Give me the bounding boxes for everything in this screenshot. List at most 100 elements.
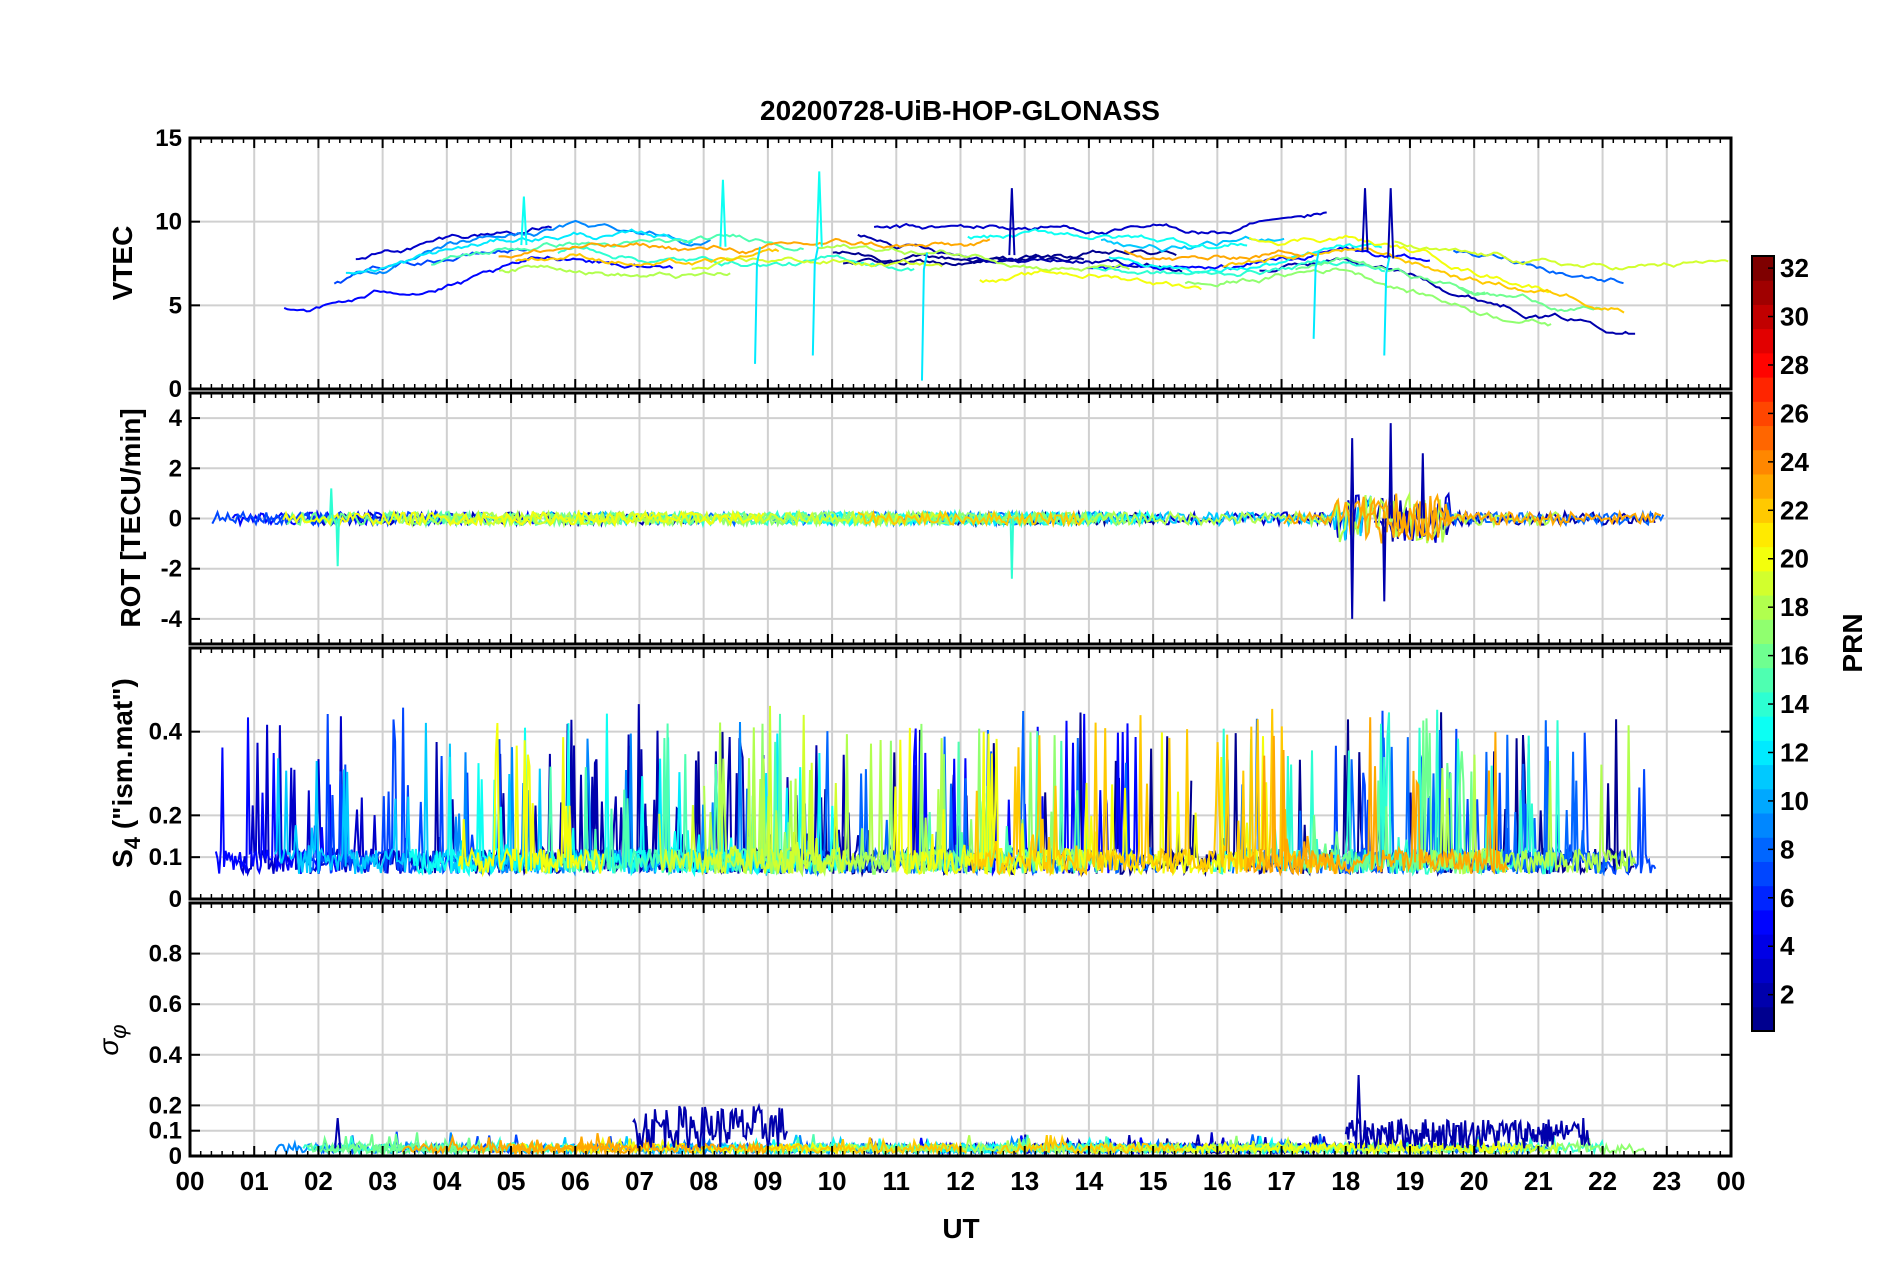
- colorbar-cells: [1752, 256, 1774, 1032]
- series-line-prn-16: [1295, 256, 1486, 297]
- series-line-prn-23: [1283, 495, 1454, 544]
- x-tick-label: 18: [1331, 1166, 1360, 1196]
- series-group-s4: [214, 704, 1657, 878]
- x-tick-label: 04: [432, 1166, 461, 1196]
- colorbar-cell: [1752, 861, 1774, 887]
- panel-rot: -4 -2 0 2 4 ROT [TECU/min]: [115, 391, 1733, 646]
- colorbar-tick-label: 4: [1780, 931, 1795, 961]
- x-tick-label: 11: [883, 1166, 911, 1196]
- series-line-prn-5: [214, 717, 346, 876]
- colorbar-cell: [1752, 304, 1774, 330]
- series-line-prn-20: [457, 722, 605, 878]
- y-tick-label: 0.1: [149, 844, 182, 871]
- x-tick-label: 08: [689, 1166, 718, 1196]
- x-tick-label: 17: [1267, 1166, 1296, 1196]
- series-spike: [1387, 188, 1395, 259]
- colorbar-cell: [1752, 619, 1774, 644]
- series-dip: [1383, 256, 1391, 356]
- colorbar-cell: [1752, 788, 1774, 814]
- series-extreme: [1381, 518, 1387, 602]
- series-line-prn-23: [511, 1133, 770, 1156]
- ylabel-vtec: VTEC: [107, 226, 138, 301]
- series-extreme: [1420, 453, 1426, 519]
- series-spike: [1361, 188, 1369, 252]
- colorbar-cell: [1752, 691, 1774, 717]
- series-line-prn-19: [451, 508, 950, 528]
- colorbar-tick-label: 32: [1780, 253, 1809, 283]
- panel-sigma-phi: 00.10.2 0.4 0.6 0.8 σφ: [93, 901, 1733, 1170]
- series-line-prn-22: [767, 1137, 967, 1156]
- colorbar-cell: [1752, 473, 1774, 499]
- ylabel-sigma-main: σ: [93, 1038, 124, 1056]
- colorbar-cell: [1752, 280, 1774, 305]
- series-line-prn-19: [1394, 240, 1729, 271]
- x-tick-label: 19: [1395, 1166, 1424, 1196]
- colorbar-cell: [1752, 256, 1774, 281]
- series-line-prn-18: [703, 722, 951, 878]
- series-line-prn-1: [832, 249, 1177, 265]
- series-line-prn-3: [873, 211, 1327, 236]
- colorbar-tick-label: 2: [1780, 980, 1794, 1010]
- colorbar-cell: [1752, 934, 1774, 959]
- colorbar-tick-label: 10: [1780, 786, 1809, 816]
- series-line-prn-19: [658, 705, 855, 876]
- y-tick-label: 0: [169, 886, 182, 913]
- y-tick-label: 2: [169, 455, 182, 482]
- colorbar-tick-label: 8: [1780, 834, 1794, 864]
- ylabel-s4-sub: 4: [120, 836, 145, 849]
- x-tick-label: 12: [946, 1166, 975, 1196]
- x-tick-label: 10: [818, 1166, 847, 1196]
- y-tick-label: 4: [169, 405, 183, 432]
- series-line-prn-5: [283, 255, 674, 313]
- y-tick-label: 10: [155, 209, 182, 236]
- colorbar-tick-label: 20: [1780, 544, 1809, 574]
- colorbar-cell: [1752, 377, 1774, 402]
- y-tick-label: 0.6: [149, 991, 182, 1018]
- series-line-prn-20: [1248, 234, 1552, 294]
- y-tick-label: 0: [169, 506, 182, 533]
- series-dip: [754, 246, 762, 364]
- series-line-prn-22: [1222, 247, 1625, 314]
- series-line-prn-13: [408, 713, 648, 878]
- series-line-prn-12: [345, 228, 694, 275]
- colorbar-tick-label: 24: [1780, 447, 1809, 477]
- series-line-prn-17: [1184, 267, 1552, 327]
- y-tick-label: 0.2: [149, 1092, 182, 1119]
- axes-frame-vtec: [188, 136, 1733, 391]
- colorbar-cell: [1752, 740, 1774, 766]
- series-dip: [920, 252, 929, 381]
- colorbar-tick-label: 6: [1780, 883, 1794, 913]
- series-line-prn-23: [1245, 717, 1510, 877]
- x-tick-label: 22: [1588, 1166, 1617, 1196]
- series-extreme: [1009, 518, 1015, 579]
- colorbar-cell: [1752, 837, 1774, 862]
- series-extreme: [1388, 423, 1393, 519]
- colorbar-tick-label: 26: [1780, 398, 1809, 428]
- series-elevated: [632, 1102, 789, 1149]
- ylabel-s4: S4 ("ism.mat"): [107, 678, 145, 868]
- colorbar-cell: [1752, 885, 1774, 911]
- chart-title: 20200728-UiB-HOP-GLONASS: [760, 95, 1160, 126]
- x-tick-label: 01: [240, 1166, 269, 1196]
- colorbar-tick-label: 14: [1780, 689, 1809, 719]
- colorbar-cell: [1752, 498, 1774, 523]
- colorbar-tick-label: 30: [1780, 302, 1809, 332]
- ylabel-s4-main: S: [107, 849, 138, 868]
- x-tick-label: 02: [304, 1166, 333, 1196]
- axes-frame-rot: [188, 391, 1733, 646]
- colorbar-cell: [1752, 667, 1774, 693]
- series-line-prn-17: [711, 508, 1127, 528]
- series-group-rot: [211, 423, 1665, 619]
- series-dip: [811, 246, 819, 356]
- series-spike: [520, 196, 528, 246]
- series-line-prn-14: [557, 245, 915, 272]
- colorbar-frame: [1751, 255, 1775, 1032]
- x-tick-label: 09: [753, 1166, 782, 1196]
- colorbar-cell: [1752, 595, 1774, 620]
- x-tick-label: 03: [368, 1166, 397, 1196]
- colorbar-cell: [1752, 352, 1774, 378]
- series-extreme: [335, 518, 340, 567]
